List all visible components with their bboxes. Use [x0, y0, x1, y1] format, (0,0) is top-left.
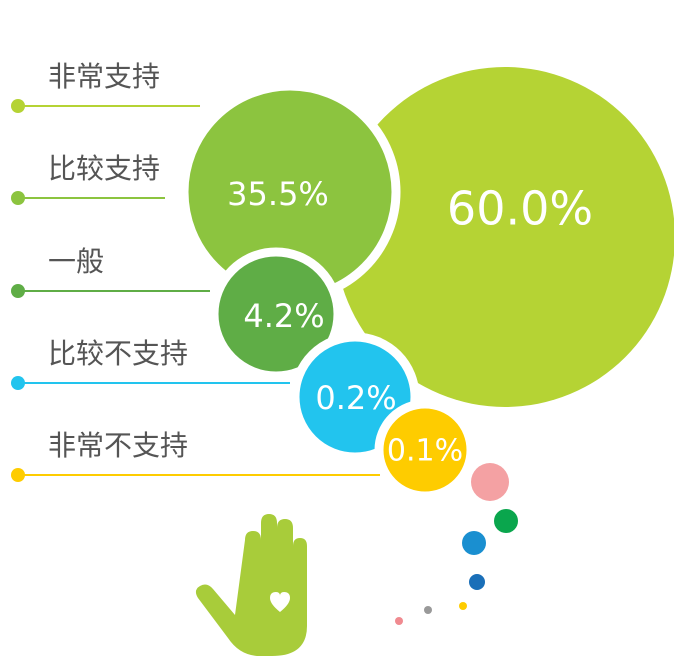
legend-dot	[11, 376, 25, 390]
hand-icon	[195, 514, 307, 656]
bubble	[335, 67, 674, 407]
dot	[494, 509, 518, 533]
legend-label: 比较不支持	[48, 337, 188, 370]
legend-label: 比较支持	[48, 152, 160, 185]
value-label: 4.2%	[243, 297, 324, 335]
dot	[462, 531, 486, 555]
legend-dot	[11, 468, 25, 482]
dot	[469, 574, 485, 590]
bubble	[209, 247, 343, 381]
legend-label: 非常支持	[48, 60, 160, 93]
legend-dot	[11, 284, 25, 298]
bubble	[374, 399, 476, 501]
decoration-dots	[395, 463, 518, 625]
value-label: 60.0%	[447, 182, 593, 236]
dot	[459, 602, 467, 610]
legend-dot	[11, 191, 25, 205]
bubbles: 60.0% 35.5% 4.2% 0.2% 0.1%	[179, 67, 674, 501]
value-label: 35.5%	[227, 175, 329, 213]
legend-label: 非常不支持	[48, 429, 188, 462]
legend-dot	[11, 99, 25, 113]
dot	[395, 617, 403, 625]
dot	[424, 606, 432, 614]
value-label: 0.2%	[315, 379, 396, 417]
legend-label: 一般	[48, 245, 104, 278]
dot	[471, 463, 509, 501]
value-label: 0.1%	[387, 434, 463, 469]
